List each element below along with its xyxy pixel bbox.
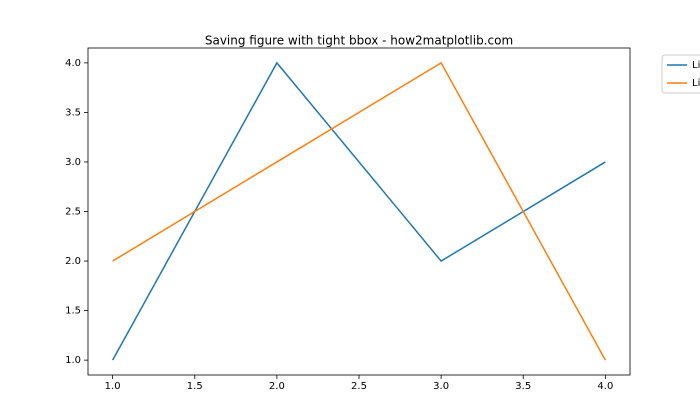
x-tick-label: 2.0	[269, 381, 285, 392]
y-tick-label: 2.0	[65, 256, 81, 267]
y-tick-label: 1.5	[65, 306, 81, 317]
y-tick-label: 2.5	[65, 207, 81, 218]
plot-frame	[87, 47, 631, 376]
data-line	[112, 61, 607, 361]
y-tick-label: 4.0	[65, 58, 81, 69]
y-tick-label: 3.0	[65, 157, 81, 168]
x-tick-label: 1.0	[105, 381, 121, 392]
y-tick-label: 1.0	[65, 355, 81, 366]
data-line	[111, 61, 606, 361]
x-tick-label: 3.0	[433, 381, 449, 392]
x-tick-label: 3.5	[515, 381, 531, 392]
legend-label: Li	[692, 78, 700, 89]
x-tick-label: 1.5	[187, 381, 203, 392]
legend-label: Li	[692, 60, 700, 71]
x-tick-label: 2.5	[351, 381, 367, 392]
x-tick-label: 4.0	[597, 381, 613, 392]
y-tick-label: 3.5	[65, 107, 81, 118]
chart-title: Saving figure with tight bbox - how2matp…	[205, 34, 513, 48]
